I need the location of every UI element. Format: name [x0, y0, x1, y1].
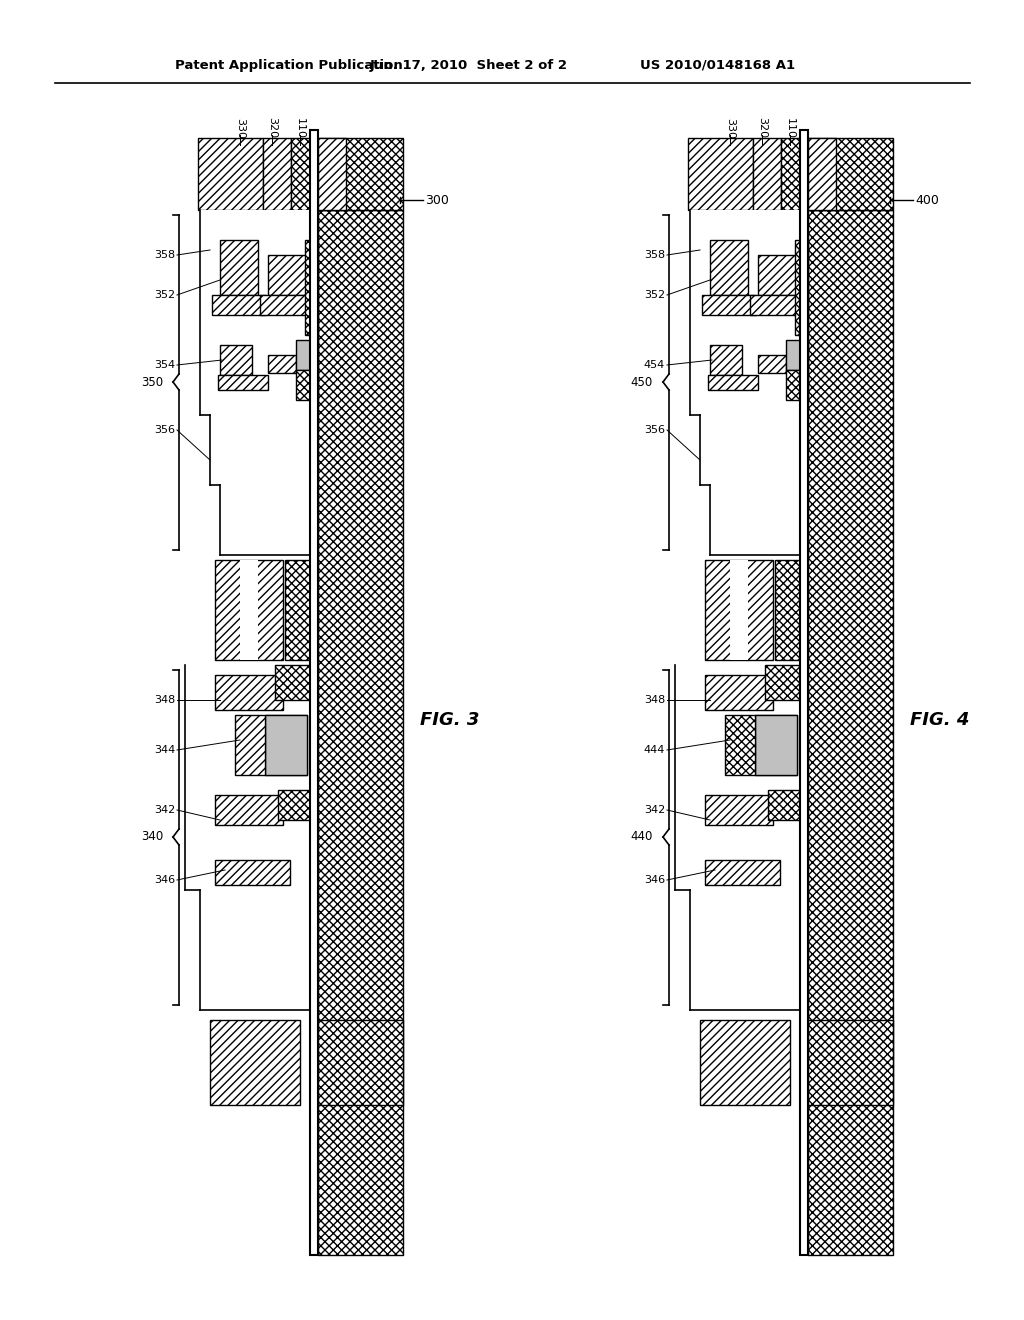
Text: US 2010/0148168 A1: US 2010/0148168 A1 [640, 58, 795, 71]
Polygon shape [765, 665, 805, 700]
Polygon shape [795, 240, 808, 335]
Text: 110: 110 [295, 117, 305, 139]
Text: FIG. 4: FIG. 4 [910, 711, 970, 729]
Text: 444: 444 [644, 744, 665, 755]
Polygon shape [700, 1020, 790, 1105]
Polygon shape [275, 665, 315, 700]
Polygon shape [781, 139, 800, 210]
Text: 454: 454 [644, 360, 665, 370]
Polygon shape [210, 1020, 300, 1105]
Polygon shape [755, 715, 797, 775]
Text: 350: 350 [141, 375, 163, 388]
Text: 342: 342 [154, 805, 175, 814]
Text: 348: 348 [154, 696, 175, 705]
Text: 352: 352 [154, 290, 175, 300]
Polygon shape [265, 715, 307, 775]
Polygon shape [215, 560, 283, 660]
Text: 356: 356 [644, 425, 665, 436]
Polygon shape [775, 560, 805, 660]
Polygon shape [786, 370, 808, 400]
Polygon shape [268, 355, 296, 374]
Polygon shape [260, 294, 314, 315]
Polygon shape [730, 560, 748, 660]
Polygon shape [808, 139, 893, 210]
Polygon shape [753, 139, 781, 210]
Polygon shape [705, 861, 780, 884]
Polygon shape [305, 240, 318, 335]
Polygon shape [215, 861, 290, 884]
Polygon shape [705, 795, 773, 825]
Polygon shape [220, 345, 252, 375]
Text: FIG. 3: FIG. 3 [420, 711, 479, 729]
Text: 342: 342 [644, 805, 665, 814]
Text: 354: 354 [154, 360, 175, 370]
Polygon shape [705, 560, 773, 660]
Text: 346: 346 [644, 875, 665, 884]
Text: 340: 340 [140, 830, 163, 843]
Polygon shape [310, 129, 318, 1255]
Polygon shape [291, 139, 310, 210]
Polygon shape [808, 1020, 893, 1105]
Polygon shape [708, 375, 758, 389]
Polygon shape [755, 715, 797, 775]
Polygon shape [675, 665, 800, 1010]
Text: 320: 320 [757, 117, 767, 139]
Text: 400: 400 [915, 194, 939, 206]
Polygon shape [200, 210, 310, 554]
Text: 348: 348 [644, 696, 665, 705]
Polygon shape [758, 355, 786, 374]
Polygon shape [218, 375, 268, 389]
Polygon shape [318, 139, 346, 210]
Polygon shape [215, 675, 283, 710]
Polygon shape [263, 139, 291, 210]
Text: 300: 300 [425, 194, 449, 206]
Text: 330: 330 [725, 117, 735, 139]
Text: 320: 320 [267, 117, 278, 139]
Polygon shape [296, 341, 318, 370]
Polygon shape [318, 1020, 403, 1105]
Text: 358: 358 [154, 249, 175, 260]
Polygon shape [688, 139, 753, 210]
Text: Jun. 17, 2010  Sheet 2 of 2: Jun. 17, 2010 Sheet 2 of 2 [370, 58, 568, 71]
Polygon shape [690, 210, 800, 554]
Polygon shape [215, 795, 283, 825]
Polygon shape [758, 255, 796, 294]
Polygon shape [705, 675, 773, 710]
Text: 346: 346 [154, 875, 175, 884]
Polygon shape [808, 139, 836, 210]
Polygon shape [185, 665, 310, 1010]
Polygon shape [318, 139, 403, 210]
Text: 356: 356 [154, 425, 175, 436]
Polygon shape [702, 294, 756, 315]
Polygon shape [212, 294, 266, 315]
Polygon shape [265, 715, 307, 775]
Polygon shape [750, 294, 804, 315]
Polygon shape [710, 345, 742, 375]
Text: Patent Application Publication: Patent Application Publication [175, 58, 402, 71]
Polygon shape [710, 240, 748, 294]
Polygon shape [198, 139, 263, 210]
Polygon shape [278, 789, 313, 820]
Polygon shape [240, 560, 258, 660]
Text: 440: 440 [631, 830, 653, 843]
Polygon shape [268, 255, 306, 294]
Polygon shape [808, 210, 893, 1255]
Polygon shape [800, 129, 808, 1255]
Polygon shape [768, 789, 803, 820]
Polygon shape [296, 370, 318, 400]
Polygon shape [318, 210, 403, 1255]
Polygon shape [725, 715, 755, 775]
Polygon shape [220, 240, 258, 294]
Text: 352: 352 [644, 290, 665, 300]
Polygon shape [285, 560, 315, 660]
Text: 330: 330 [234, 117, 245, 139]
Text: 450: 450 [631, 375, 653, 388]
Polygon shape [234, 715, 265, 775]
Polygon shape [786, 341, 808, 370]
Text: 110: 110 [785, 117, 795, 139]
Text: 344: 344 [154, 744, 175, 755]
Text: 358: 358 [644, 249, 665, 260]
